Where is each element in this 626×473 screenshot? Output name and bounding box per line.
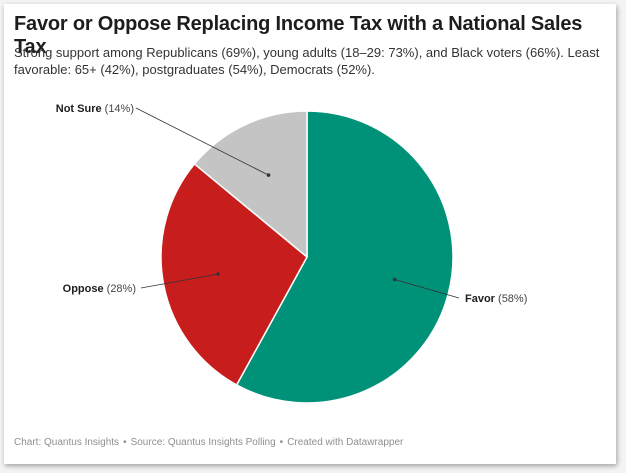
slice-label-value: (58%) (495, 293, 527, 305)
slice-label-value: (28%) (104, 283, 136, 295)
pie-slice-not-sure (193, 110, 308, 258)
chart-card: Favor or Oppose Replacing Income Tax wit… (4, 4, 616, 464)
slice-label-value: (14%) (102, 103, 134, 115)
chart-title: Favor or Oppose Replacing Income Tax wit… (14, 13, 583, 58)
slice-label-name: Oppose (63, 283, 104, 295)
leader-dot-favor (392, 277, 397, 282)
slice-label-name: Not Sure (56, 103, 102, 115)
pie-slice-favor (235, 110, 454, 404)
slice-label-not-sure: Not Sure (14%) (56, 103, 134, 115)
leader-dot-not-sure (266, 173, 271, 177)
pie-slices (160, 110, 454, 404)
slice-label-favor: Favor (58%) (465, 293, 527, 305)
slice-label-oppose: Oppose (28%) (63, 283, 136, 295)
chart-credit: Chart: Quantus Insights (14, 437, 120, 448)
slice-label-name: Favor (465, 293, 496, 305)
pie-labels: Favor (58%) Oppose (28%) Not Sure (14%) (56, 103, 528, 305)
chart-footer: Chart: Quantus Insights • Source: Quantus … (14, 437, 404, 448)
leader-dot-oppose (216, 272, 220, 276)
leader-line-favor (394, 279, 460, 299)
pie-chart: Favor (58%) Oppose (28%) Not Sure (14%) (56, 103, 528, 404)
leader-line-oppose (140, 273, 219, 289)
chart-subtitle: Strong support among Republicans (69%), … (14, 45, 600, 77)
tool-credit: Created with Datawrapper (287, 437, 404, 448)
pie-slice-oppose (160, 163, 308, 386)
leader-line-not-sure (135, 107, 269, 176)
source-credit: Source: Quantus Insights Polling (130, 437, 276, 448)
